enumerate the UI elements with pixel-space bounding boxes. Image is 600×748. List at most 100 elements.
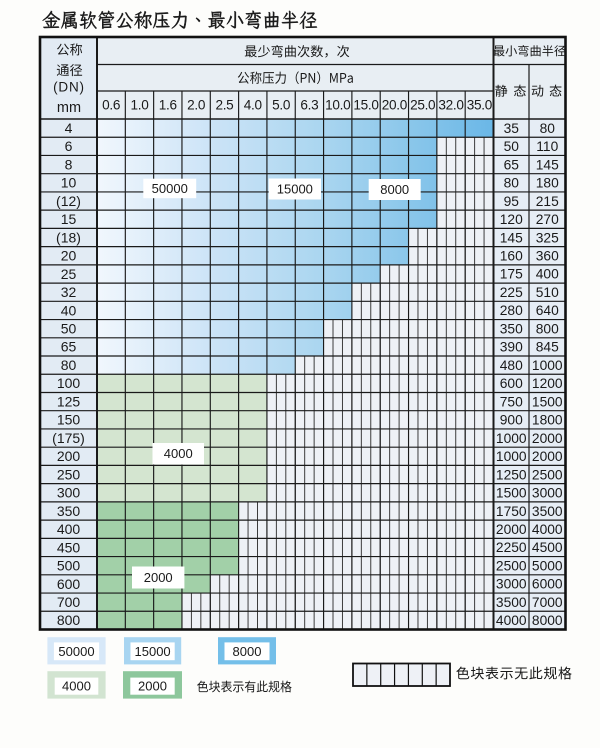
svg-text:4000: 4000 [532, 522, 563, 537]
svg-text:4000: 4000 [496, 613, 527, 628]
svg-text:8000: 8000 [380, 182, 409, 197]
svg-text:50: 50 [61, 321, 77, 337]
svg-text:2.5: 2.5 [215, 98, 233, 113]
svg-text:215: 215 [536, 194, 559, 209]
svg-text:4000: 4000 [62, 679, 91, 694]
svg-text:400: 400 [536, 267, 559, 282]
svg-text:280: 280 [500, 303, 523, 318]
svg-text:4.0: 4.0 [244, 98, 263, 113]
svg-text:4000: 4000 [164, 446, 193, 461]
svg-text:(18): (18) [56, 229, 81, 245]
svg-text:510: 510 [536, 285, 559, 300]
svg-text:(175): (175) [52, 430, 85, 446]
svg-text:5000: 5000 [532, 558, 563, 573]
svg-text:50: 50 [504, 139, 520, 154]
svg-text:400: 400 [57, 521, 81, 537]
svg-text:15: 15 [61, 211, 77, 227]
svg-text:80: 80 [504, 176, 520, 191]
svg-text:65: 65 [61, 339, 77, 355]
svg-text:7000: 7000 [532, 595, 563, 610]
svg-text:50000: 50000 [152, 181, 188, 196]
svg-text:1200: 1200 [532, 376, 563, 391]
svg-text:15.0: 15.0 [353, 98, 379, 113]
svg-text:2000: 2000 [496, 522, 527, 537]
svg-text:1750: 1750 [496, 504, 527, 519]
svg-text:1000: 1000 [496, 449, 527, 464]
svg-text:640: 640 [536, 303, 559, 318]
svg-text:2000: 2000 [138, 679, 167, 694]
svg-text:700: 700 [57, 594, 81, 610]
svg-text:500: 500 [57, 558, 81, 574]
svg-text:1000: 1000 [532, 358, 563, 373]
svg-text:3000: 3000 [532, 486, 563, 501]
svg-text:480: 480 [500, 358, 523, 373]
svg-text:15000: 15000 [277, 181, 313, 196]
svg-text:50000: 50000 [58, 644, 94, 659]
svg-text:250: 250 [57, 466, 81, 482]
svg-text:100: 100 [57, 375, 81, 391]
svg-text:1800: 1800 [532, 413, 563, 428]
svg-text:1000: 1000 [496, 431, 527, 446]
svg-text:35.0: 35.0 [467, 98, 493, 113]
svg-text:2000: 2000 [532, 431, 563, 446]
svg-text:(DN): (DN) [53, 79, 85, 94]
svg-text:6: 6 [65, 138, 73, 154]
svg-text:845: 845 [536, 340, 559, 355]
svg-text:2000: 2000 [532, 449, 563, 464]
svg-text:145: 145 [536, 157, 559, 172]
svg-text:65: 65 [504, 157, 520, 172]
svg-text:1.6: 1.6 [159, 98, 177, 113]
svg-text:(12): (12) [56, 193, 81, 209]
svg-text:750: 750 [500, 394, 523, 409]
svg-text:350: 350 [500, 321, 523, 336]
svg-text:350: 350 [57, 503, 81, 519]
svg-text:160: 160 [500, 249, 523, 264]
svg-text:1250: 1250 [496, 467, 527, 482]
svg-text:600: 600 [57, 576, 81, 592]
svg-text:600: 600 [500, 376, 523, 391]
svg-text:20: 20 [61, 248, 77, 264]
svg-text:2250: 2250 [496, 540, 527, 555]
svg-text:5.0: 5.0 [272, 98, 291, 113]
svg-text:800: 800 [536, 321, 559, 336]
svg-text:3500: 3500 [532, 504, 563, 519]
svg-text:1500: 1500 [496, 486, 527, 501]
svg-text:20.0: 20.0 [382, 98, 408, 113]
svg-text:4500: 4500 [532, 540, 563, 555]
svg-text:8000: 8000 [233, 644, 262, 659]
svg-text:95: 95 [504, 194, 520, 209]
svg-text:8: 8 [65, 156, 73, 172]
svg-text:25: 25 [61, 266, 77, 282]
svg-text:175: 175 [500, 267, 523, 282]
svg-text:1500: 1500 [532, 394, 563, 409]
svg-text:225: 225 [500, 285, 523, 300]
svg-text:800: 800 [57, 612, 81, 628]
svg-text:150: 150 [57, 412, 81, 428]
svg-text:2.0: 2.0 [187, 98, 206, 113]
svg-text:2500: 2500 [532, 467, 563, 482]
svg-text:450: 450 [57, 539, 81, 555]
svg-text:360: 360 [536, 249, 559, 264]
svg-text:0.6: 0.6 [102, 98, 120, 113]
svg-text:6000: 6000 [532, 577, 563, 592]
svg-text:325: 325 [536, 230, 559, 245]
svg-text:4: 4 [65, 120, 73, 136]
svg-text:180: 180 [536, 176, 559, 191]
svg-text:145: 145 [500, 230, 523, 245]
svg-text:390: 390 [500, 340, 523, 355]
svg-text:120: 120 [500, 212, 523, 227]
svg-text:35: 35 [504, 121, 520, 136]
svg-text:15000: 15000 [135, 644, 171, 659]
svg-text:1.0: 1.0 [130, 98, 149, 113]
svg-text:3500: 3500 [496, 595, 527, 610]
svg-text:80: 80 [61, 357, 77, 373]
svg-text:6.3: 6.3 [300, 98, 318, 113]
svg-text:125: 125 [57, 393, 81, 409]
svg-text:2500: 2500 [496, 558, 527, 573]
svg-text:80: 80 [540, 121, 556, 136]
svg-text:25.0: 25.0 [410, 98, 436, 113]
svg-text:10: 10 [61, 175, 77, 191]
svg-text:3000: 3000 [496, 577, 527, 592]
svg-text:2000: 2000 [144, 570, 173, 585]
svg-text:900: 900 [500, 413, 523, 428]
